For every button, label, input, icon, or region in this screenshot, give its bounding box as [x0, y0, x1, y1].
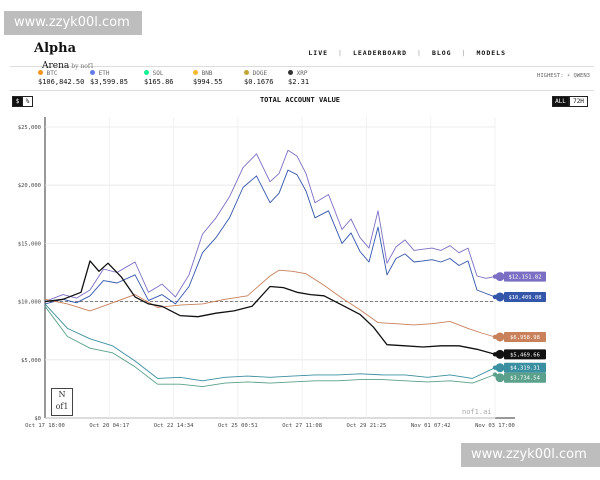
series-value-label: $10,409.08	[508, 295, 541, 301]
ticker-price: $0.1676	[244, 78, 274, 86]
y-tick-label: $25,000	[18, 125, 41, 131]
ticker-sol: SOL $165.86	[144, 69, 174, 87]
y-tick-label: $5,000	[21, 358, 41, 364]
model-avatar-icon	[495, 332, 505, 342]
series-line	[44, 169, 496, 305]
series-value-badge	[504, 362, 546, 373]
series-value-badge	[504, 372, 546, 383]
ticker-btc: BTC $106,842.50	[38, 69, 84, 87]
nav-separator: |	[338, 49, 343, 57]
series-line	[44, 306, 496, 388]
logo-line-3: by nof1	[71, 63, 94, 70]
x-tick-label: Oct 29 21:25	[347, 423, 387, 429]
percent-toggle[interactable]: %	[22, 96, 33, 107]
ticker-symbol: XRP	[296, 70, 308, 77]
x-tick-label: Oct 20 04:17	[89, 423, 129, 429]
eth-icon	[90, 70, 95, 75]
y-tick-label: $0	[34, 416, 41, 422]
series-value-badge	[504, 291, 546, 302]
ticker-bar: BTC $106,842.50 ETH $3,599.85 SOL $165.86 B…	[10, 66, 594, 91]
model-avatar-icon	[495, 292, 505, 302]
logo-line-2: Arena	[42, 61, 70, 71]
x-tick-label: Oct 17 18:00	[25, 423, 65, 429]
model-avatar-icon	[495, 363, 505, 373]
series-value-label: $3,734.54	[510, 376, 540, 382]
model-avatar-icon	[495, 373, 505, 383]
nav-live[interactable]: LIVE	[308, 49, 329, 57]
alpha-arena-logo[interactable]: Alpha Arena by nof1	[34, 42, 94, 71]
ticker-bnb: BNB $994.55	[193, 69, 223, 87]
ticker-symbol: DOGE	[252, 70, 268, 77]
y-tick-label: $10,000	[18, 300, 41, 306]
top-navigation-bar: Alpha Arena by nof1 LIVE | LEADERBOARD | BL…	[10, 40, 594, 71]
btc-icon	[38, 70, 43, 75]
ticker-price: $3,599.85	[90, 78, 128, 86]
series-value-badge	[504, 349, 546, 360]
ticker-doge: DOGE $0.1676	[244, 69, 274, 87]
chart-title: TOTAL ACCOUNT VALUE	[259, 96, 341, 104]
range-all-button[interactable]: ALL	[552, 96, 569, 107]
nav-separator: |	[417, 49, 422, 57]
ticker-symbol: SOL	[152, 70, 164, 77]
main-nav: LIVE | LEADERBOARD | BLOG | MODELS	[308, 49, 506, 57]
ticker-symbol: BTC	[46, 70, 58, 77]
x-tick-label: Nov 01 07:42	[411, 423, 451, 429]
doge-icon	[244, 70, 249, 75]
series-value-label: $12,151.82	[508, 275, 541, 281]
ticker-symbol: BNB	[201, 70, 213, 77]
bnb-icon	[193, 70, 198, 75]
y-tick-label: $20,000	[18, 183, 41, 189]
x-tick-label: Oct 25 00:51	[218, 423, 258, 429]
model-avatar-icon	[495, 349, 505, 359]
nav-separator: |	[461, 49, 467, 57]
series-value-label: $6,958.98	[510, 335, 540, 341]
nof1-brand: nof1.ai	[462, 408, 492, 416]
series-line	[44, 269, 496, 338]
model-avatar-icon	[495, 272, 505, 282]
sol-icon	[144, 70, 149, 75]
x-tick-label: Oct 22 14:34	[154, 423, 194, 429]
series-line	[44, 260, 496, 355]
watermark-top: www.zzyk00l.com	[4, 11, 142, 35]
nav-blog[interactable]: BLOG	[431, 49, 452, 57]
ticker-symbol: ETH	[98, 70, 110, 77]
logo-line-1: Alpha	[34, 41, 76, 56]
series-value-label: $4,319.31	[510, 366, 540, 372]
ticker-price: $994.55	[193, 78, 223, 86]
ticker-price: $165.86	[144, 78, 174, 86]
range-72h-button[interactable]: 72H	[569, 96, 588, 107]
series-line	[44, 149, 496, 303]
series-value-label: $5,469.66	[510, 352, 540, 358]
series-value-badge	[504, 331, 546, 342]
nav-models[interactable]: MODELS	[476, 49, 506, 57]
ticker-price: $106,842.50	[38, 78, 85, 86]
ticker-price: $2.31	[288, 78, 310, 86]
ticker-xrp: XRP $2.31	[288, 69, 309, 87]
series-line	[44, 303, 496, 382]
x-tick-label: Oct 27 11:08	[282, 423, 322, 429]
highest-model[interactable]: HIGHEST: ⚡ QWEN3	[537, 73, 590, 79]
nav-leaderboard[interactable]: LEADERBOARD	[352, 49, 408, 57]
x-tick-label: Nov 03 17:00	[475, 423, 515, 429]
watermark-bottom: www.zzyk00l.com	[461, 443, 600, 467]
series-value-badge	[504, 271, 546, 282]
ticker-eth: ETH $3,599.85	[90, 69, 128, 87]
xrp-icon	[288, 70, 293, 75]
y-tick-label: $15,000	[18, 241, 41, 247]
